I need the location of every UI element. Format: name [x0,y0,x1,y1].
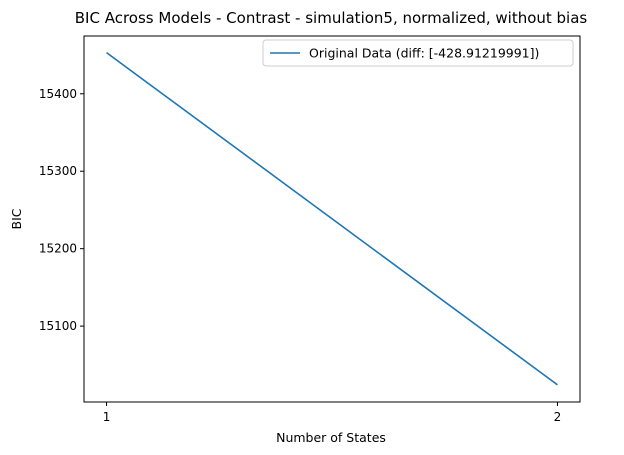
y-axis-label: BIC [9,208,24,229]
chart-title: BIC Across Models - Contrast - simulatio… [75,9,588,27]
x-axis-label: Number of States [276,430,386,445]
x-tick-label: 2 [554,410,562,424]
y-tick-label: 15100 [39,319,77,333]
y-tick-label: 15300 [39,164,77,178]
legend-box [262,39,574,67]
legend-label: Original Data (diff: [-428.91219991]) [309,46,539,61]
series-line-0 [106,52,558,386]
x-tick-label: 1 [103,410,111,424]
y-axis-ticks: 15100 15200 15300 15400 [39,87,84,333]
plot-frame [83,35,581,403]
series-layer [106,52,558,386]
y-tick-label: 15200 [39,242,77,256]
legend: Original Data (diff: [-428.91219991]) [262,39,574,67]
y-tick-label: 15400 [39,87,77,101]
